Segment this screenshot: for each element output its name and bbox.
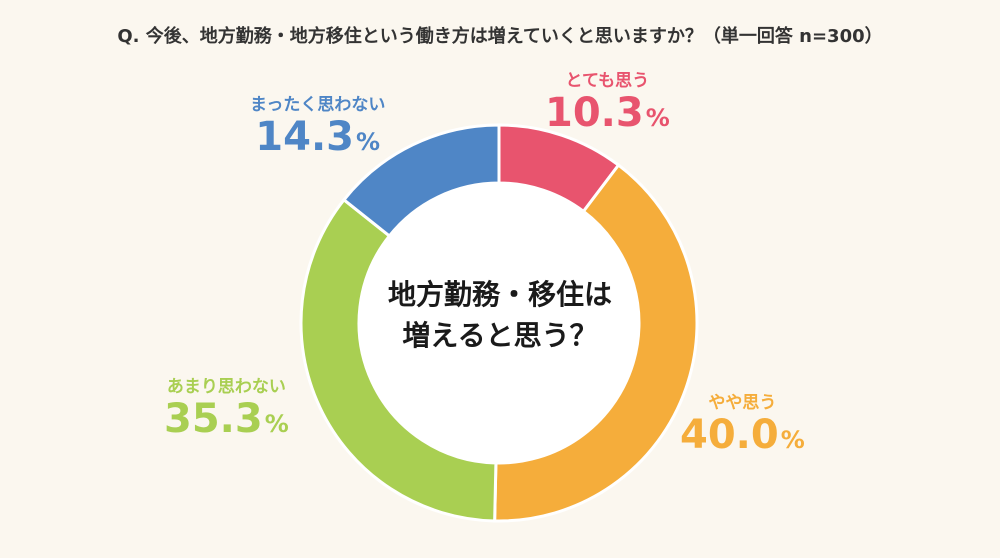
- slice-name: あまり思わない: [166, 377, 286, 397]
- slice-label-strongly-agree: とても思う 10.3%: [545, 66, 670, 135]
- slice-label-somewhat-disagree: あまり思わない 35.3%: [164, 372, 289, 441]
- slice-name: まったく思わない: [250, 95, 386, 115]
- question-title: Q. 今後、地方勤務・地方移住という働き方は増えていくと思いますか？（単一回答 …: [117, 26, 883, 47]
- slice-name: とても思う: [565, 71, 650, 91]
- percent-sign: %: [780, 426, 805, 454]
- slice-value: 35.3: [164, 396, 263, 442]
- slice-label-somewhat-agree: やや思う 40.0%: [680, 388, 805, 457]
- percent-sign: %: [645, 104, 670, 132]
- center-caption: 地方勤務・移住は 増えると思う？: [350, 275, 650, 356]
- slice-label-strongly-disagree: まったく思わない 14.3%: [250, 90, 385, 159]
- donut-hole: [359, 183, 639, 463]
- center-caption-line1: 地方勤務・移住は: [387, 278, 612, 311]
- slice-name: やや思う: [708, 393, 777, 413]
- slice-value: 40.0: [680, 412, 779, 458]
- slice-value: 10.3: [545, 90, 644, 136]
- center-caption-line2: 増えると思う？: [402, 318, 598, 352]
- percent-sign: %: [264, 410, 289, 438]
- slice-value: 14.3: [255, 114, 354, 160]
- percent-sign: %: [355, 128, 381, 156]
